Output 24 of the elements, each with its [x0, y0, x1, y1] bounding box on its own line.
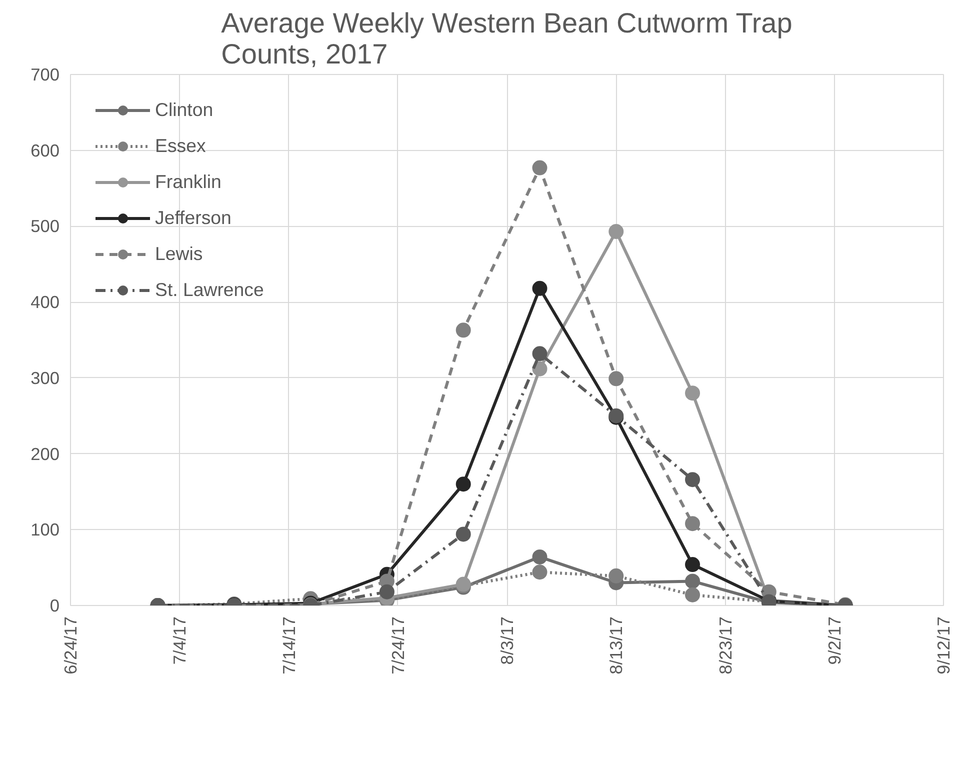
- y-tick-label: 300: [30, 368, 60, 388]
- x-tick-label: 9/12/17: [934, 616, 954, 674]
- y-tick-label: 200: [30, 444, 60, 464]
- legend-label: Lewis: [155, 243, 203, 265]
- x-tick-label: 6/24/17: [60, 616, 80, 674]
- y-tick-label: 0: [50, 596, 60, 616]
- legend-label: Clinton: [155, 99, 214, 121]
- x-tick-label: 8/23/17: [715, 616, 736, 674]
- x-tick-label: 8/13/17: [606, 616, 626, 674]
- y-tick-label: 500: [30, 216, 60, 236]
- y-tick-label: 400: [30, 292, 60, 312]
- chart-title: Average Weekly Western Bean Cutworm Trap Counts, 2017: [221, 8, 792, 70]
- x-tick-label: 7/14/17: [278, 616, 299, 674]
- y-tick-label: 700: [30, 64, 60, 84]
- legend-label: Franklin: [155, 171, 222, 193]
- x-tick-label: 8/3/17: [497, 616, 517, 665]
- x-tick-label: 9/2/17: [824, 616, 844, 665]
- x-tick-label: 7/24/17: [388, 616, 408, 674]
- legend-label: Essex: [155, 135, 206, 157]
- legend-label: Jefferson: [155, 207, 232, 229]
- y-tick-label: 600: [30, 140, 60, 160]
- x-tick-label: 7/4/17: [170, 616, 190, 665]
- y-tick-label: 100: [30, 520, 60, 540]
- legend-label: St. Lawrence: [155, 279, 264, 301]
